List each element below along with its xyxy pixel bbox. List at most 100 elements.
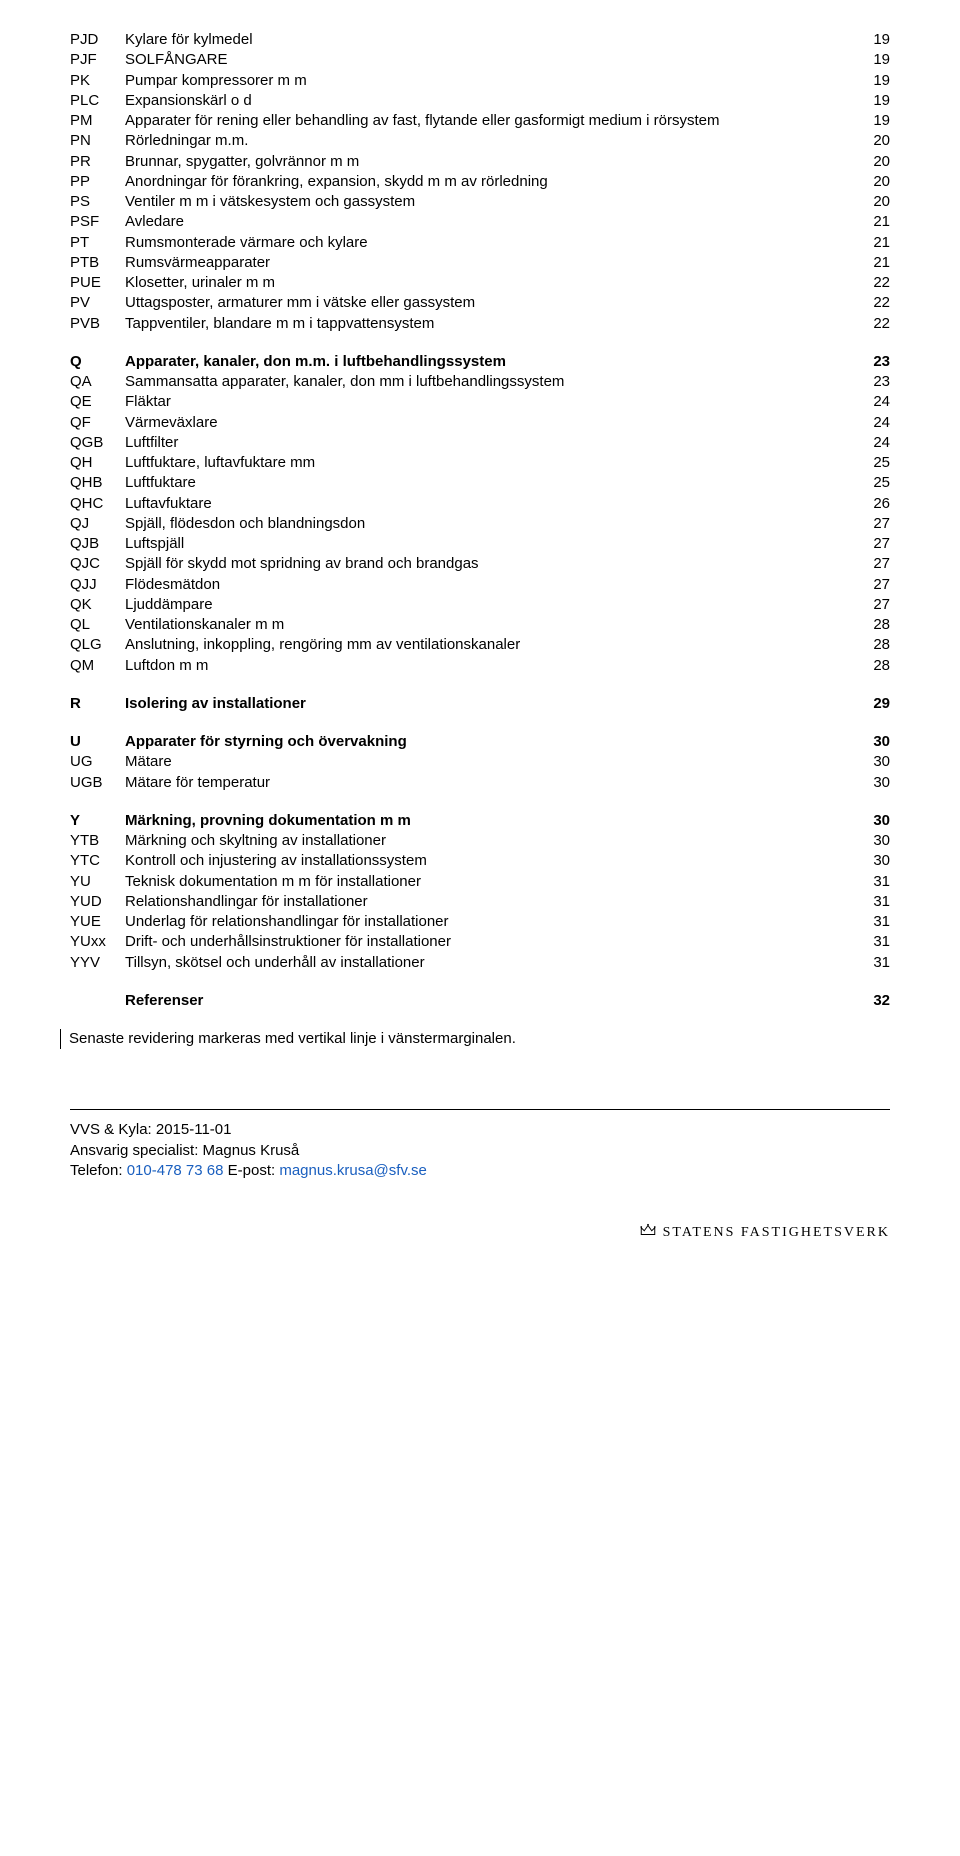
toc-page: 24 [860, 392, 890, 412]
toc-title: Rumsmonterade värmare och kylare [125, 233, 860, 253]
toc-row: QLGAnslutning, inkoppling, rengöring mm … [70, 635, 890, 655]
toc-row: YYVTillsyn, skötsel och underhåll av ins… [70, 953, 890, 973]
toc-row: YTCKontroll och injustering av installat… [70, 851, 890, 871]
toc-page: 23 [860, 352, 890, 372]
toc-title: Spjäll, flödesdon och blandningsdon [125, 514, 860, 534]
toc-row: PTBRumsvärmeapparater21 [70, 253, 890, 273]
toc-title: Uttagsposter, armaturer mm i vätske elle… [125, 293, 860, 313]
toc-row: UGMätare30 [70, 752, 890, 772]
toc-title: Apparater, kanaler, don m.m. i luftbehan… [125, 352, 860, 372]
toc-row: UGBMätare för temperatur30 [70, 773, 890, 793]
toc-page: 24 [860, 413, 890, 433]
toc-row: PPAnordningar för förankring, expansion,… [70, 172, 890, 192]
toc-page: 31 [860, 892, 890, 912]
toc-title: Ljuddämpare [125, 595, 860, 615]
toc-title: Mätare för temperatur [125, 773, 860, 793]
toc-code: R [70, 694, 125, 714]
toc-row: QJCSpjäll för skydd mot spridning av bra… [70, 554, 890, 574]
footer-phone-link[interactable]: 010-478 73 68 [127, 1162, 224, 1179]
toc-row: QJJFlödesmätdon27 [70, 575, 890, 595]
toc-code: Y [70, 811, 125, 831]
footer-email-link[interactable]: magnus.krusa@sfv.se [279, 1162, 427, 1179]
toc-code: YUxx [70, 932, 125, 952]
toc-page: 30 [860, 831, 890, 851]
toc-code: QHC [70, 494, 125, 514]
toc-title: Luftdon m m [125, 656, 860, 676]
toc-page: 21 [860, 253, 890, 273]
toc-page: 30 [860, 752, 890, 772]
toc-code: PJD [70, 30, 125, 50]
toc-page: 22 [860, 293, 890, 313]
toc-title: Kylare för kylmedel [125, 30, 860, 50]
toc-code: PLC [70, 91, 125, 111]
toc-title: Relationshandlingar för installationer [125, 892, 860, 912]
toc-code: PK [70, 71, 125, 91]
toc-title: Luftavfuktare [125, 494, 860, 514]
toc-row: PLCExpansionskärl o d19 [70, 91, 890, 111]
toc-row: PTRumsmonterade värmare och kylare21 [70, 233, 890, 253]
toc-page: 30 [860, 732, 890, 752]
toc-code: PS [70, 192, 125, 212]
toc-page: 21 [860, 233, 890, 253]
toc-row: PVBTappventiler, blandare m m i tappvatt… [70, 314, 890, 334]
toc-row: QLVentilationskanaler m m28 [70, 615, 890, 635]
toc-title: Rörledningar m.m. [125, 131, 860, 151]
toc-title: Drift- och underhållsinstruktioner för i… [125, 932, 860, 952]
toc-page: 30 [860, 773, 890, 793]
toc-code: QGB [70, 433, 125, 453]
toc-code: QL [70, 615, 125, 635]
toc-row: PJFSOLFÅNGARE19 [70, 50, 890, 70]
toc-code: PJF [70, 50, 125, 70]
toc-title: Flödesmätdon [125, 575, 860, 595]
revision-note-text: Senaste revidering markeras med vertikal… [69, 1030, 516, 1047]
toc-code: PUE [70, 273, 125, 293]
toc-row: PSFAvledare21 [70, 212, 890, 232]
logo-text: STATENS FASTIGHETSVERK [663, 1225, 890, 1240]
toc-code: UGB [70, 773, 125, 793]
toc-row: PVUttagsposter, armaturer mm i vätske el… [70, 293, 890, 313]
toc-page: 27 [860, 554, 890, 574]
toc-row: PRBrunnar, spygatter, golvrännor m m20 [70, 152, 890, 172]
toc-row: PJDKylare för kylmedel19 [70, 30, 890, 50]
toc-title: Luftspjäll [125, 534, 860, 554]
toc-page: 20 [860, 152, 890, 172]
footer-divider [70, 1109, 890, 1110]
toc-page: 25 [860, 453, 890, 473]
toc-row: QMLuftdon m m28 [70, 656, 890, 676]
toc-title: Mätare [125, 752, 860, 772]
toc-page: 31 [860, 932, 890, 952]
toc-page: 20 [860, 131, 890, 151]
toc-page: 31 [860, 912, 890, 932]
toc-code: PM [70, 111, 125, 131]
toc-page: 27 [860, 595, 890, 615]
toc-title: Ventilationskanaler m m [125, 615, 860, 635]
toc-title: Apparater för styrning och övervakning [125, 732, 860, 752]
toc-code: QHB [70, 473, 125, 493]
revision-note: Senaste revidering markeras med vertikal… [60, 1029, 890, 1049]
toc-title: Pumpar kompressorer m m [125, 71, 860, 91]
toc-row: QEFläktar24 [70, 392, 890, 412]
toc-title: Värmeväxlare [125, 413, 860, 433]
toc-code: QLG [70, 635, 125, 655]
toc-title: Luftfilter [125, 433, 860, 453]
toc-page: 30 [860, 851, 890, 871]
table-of-contents: PJDKylare för kylmedel19PJFSOLFÅNGARE19P… [70, 30, 890, 1011]
toc-row: PMApparater för rening eller behandling … [70, 111, 890, 131]
toc-page: 21 [860, 212, 890, 232]
toc-row: YUTeknisk dokumentation m m för installa… [70, 872, 890, 892]
toc-code: PVB [70, 314, 125, 334]
toc-code: PR [70, 152, 125, 172]
footer-line-date: VVS & Kyla: 2015-11-01 [70, 1120, 890, 1140]
toc-page: 20 [860, 192, 890, 212]
toc-title: Luftfuktare, luftavfuktare mm [125, 453, 860, 473]
toc-title: Sammansatta apparater, kanaler, don mm i… [125, 372, 860, 392]
toc-row: UApparater för styrning och övervakning3… [70, 732, 890, 752]
toc-code: QJJ [70, 575, 125, 595]
toc-row: QHLuftfuktare, luftavfuktare mm25 [70, 453, 890, 473]
toc-title: Underlag för relationshandlingar för ins… [125, 912, 860, 932]
toc-title: Märkning, provning dokumentation m m [125, 811, 860, 831]
toc-title: Expansionskärl o d [125, 91, 860, 111]
toc-page: 30 [860, 811, 890, 831]
toc-code: YUE [70, 912, 125, 932]
toc-page: 24 [860, 433, 890, 453]
